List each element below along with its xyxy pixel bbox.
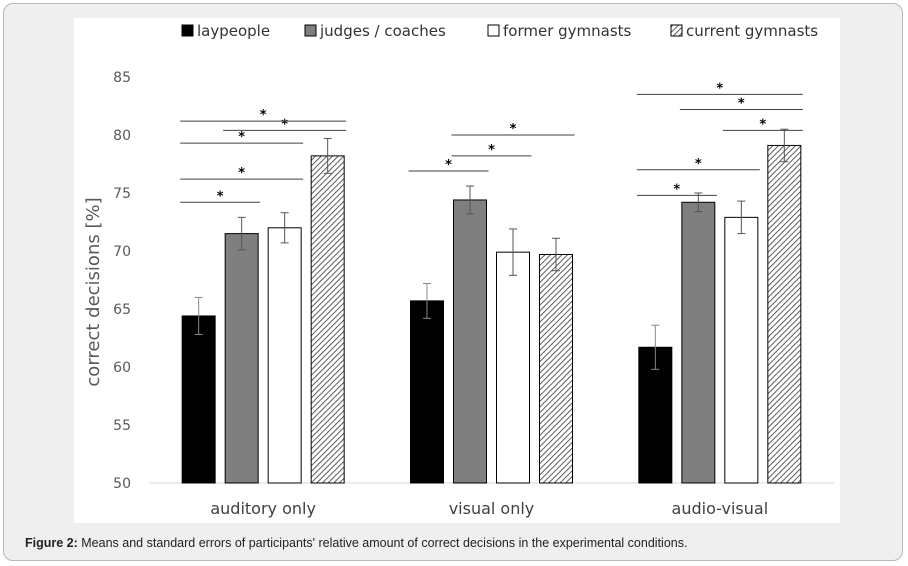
- y-tick-label: 70: [113, 244, 131, 260]
- y-axis-title: correct decisions [%]: [83, 197, 104, 386]
- legend-swatch: [181, 24, 194, 37]
- caption-label: Figure 2:: [25, 536, 78, 550]
- x-category-label: visual only: [449, 499, 535, 518]
- significance-asterisk: *: [695, 157, 702, 172]
- y-tick-label: 80: [113, 128, 131, 144]
- x-category-label: auditory only: [210, 499, 316, 518]
- significance-asterisk: *: [510, 122, 517, 137]
- legend-label: laypeople: [197, 22, 270, 40]
- x-category-label: audio-visual: [672, 499, 769, 518]
- figure-caption: Figure 2: Means and standard errors of p…: [25, 536, 895, 550]
- y-tick-label: 75: [113, 186, 131, 202]
- significance-asterisk: *: [238, 130, 245, 145]
- y-tick-label: 65: [113, 302, 131, 318]
- bar: [681, 201, 716, 484]
- legend-swatch: [670, 24, 683, 37]
- significance-asterisk: *: [281, 117, 288, 132]
- bar: [181, 315, 216, 484]
- legend-swatch: [304, 24, 317, 37]
- significance-asterisk: *: [260, 108, 267, 123]
- chart-panel: 50 55 60 65 70 75 80 85 correct decisions [%] aud…: [74, 18, 840, 523]
- significance-asterisk: *: [716, 81, 723, 96]
- bar: [724, 216, 759, 484]
- significance-asterisk: *: [217, 189, 224, 204]
- significance-asterisk: *: [759, 117, 766, 132]
- significance-asterisk: *: [445, 158, 452, 173]
- significance-asterisk: *: [673, 182, 680, 197]
- legend-swatch: [487, 24, 500, 37]
- y-tick-label: 50: [113, 476, 131, 492]
- legend-label: judges / coaches: [319, 22, 446, 40]
- figure-frame: 50 55 60 65 70 75 80 85 correct decisions [%] aud…: [3, 3, 903, 561]
- caption-text: Means and standard errors of participant…: [77, 536, 688, 550]
- bar: [496, 251, 530, 484]
- legend-label: current gymnasts: [686, 22, 818, 40]
- bar: [310, 155, 345, 484]
- significance-asterisk: *: [238, 166, 245, 181]
- significance-asterisk: *: [488, 143, 495, 158]
- y-tick-label: 55: [113, 418, 131, 434]
- significance-asterisk: *: [738, 96, 745, 111]
- bar: [453, 199, 487, 484]
- bar: [410, 300, 444, 484]
- bar: [267, 227, 302, 484]
- bar: [224, 233, 259, 484]
- y-tick-label: 85: [113, 70, 131, 86]
- y-tick-label: 60: [113, 360, 131, 376]
- bar: [638, 346, 673, 484]
- bar-chart: 50 55 60 65 70 75 80 85 correct decisions [%] aud…: [83, 22, 834, 518]
- legend-label: former gymnasts: [503, 22, 632, 40]
- bar: [767, 144, 802, 484]
- bar: [539, 253, 573, 484]
